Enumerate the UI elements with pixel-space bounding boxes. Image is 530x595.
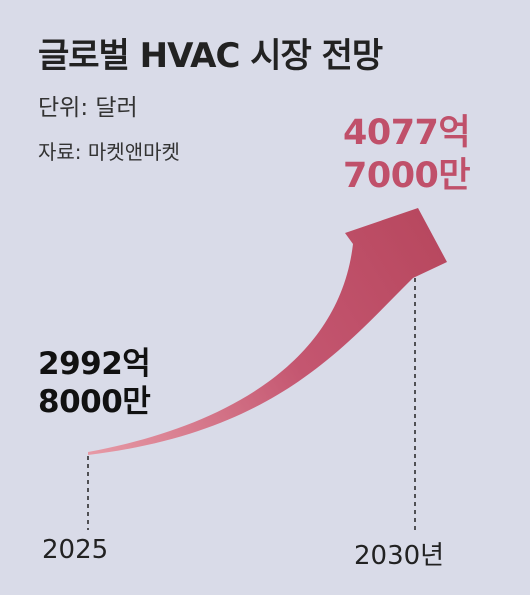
data-label-2030: 4077억 7000만	[343, 113, 471, 196]
unit-label: 단위: 달러	[38, 95, 138, 121]
data-label-2025: 2992억 8000만	[38, 346, 151, 420]
x-tick-2025: 2025	[42, 535, 109, 565]
source-label: 자료: 마켓앤마켓	[38, 140, 180, 164]
x-tick-2030: 2030년	[354, 541, 445, 571]
growth-arrow	[88, 208, 447, 455]
chart-title: 글로벌 HVAC 시장 전망	[38, 36, 383, 76]
